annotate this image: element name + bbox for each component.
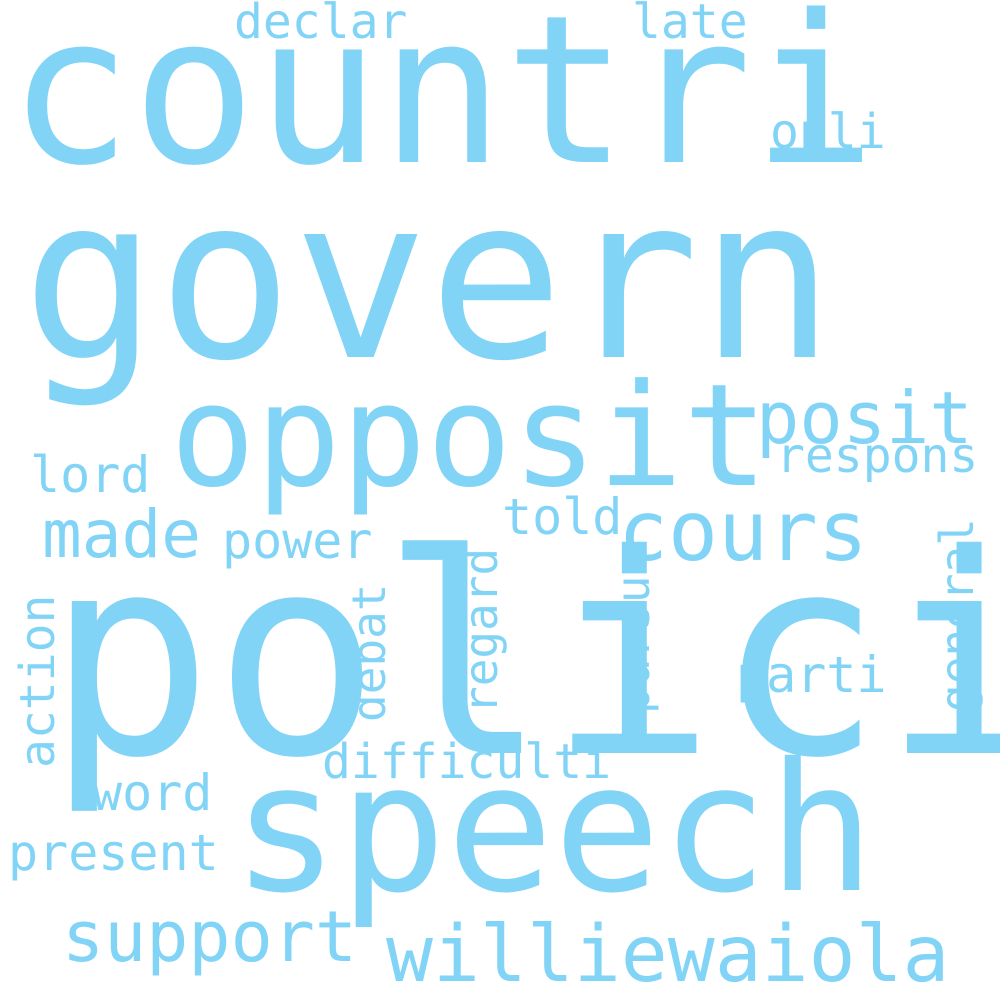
word-lord: lord xyxy=(30,446,151,504)
word-posit: posit xyxy=(756,376,973,460)
word-cours: cours xyxy=(618,483,868,580)
word-parti: parti xyxy=(736,646,887,704)
word-onli: onli xyxy=(770,104,886,160)
word-countri: countri xyxy=(8,0,877,211)
word-debat: debat xyxy=(342,583,396,722)
word-polici: polici xyxy=(46,495,1000,819)
word-power: power xyxy=(222,512,373,570)
word-opposit: opposit xyxy=(170,354,769,519)
word-made: made xyxy=(42,496,201,573)
word-word: word xyxy=(92,764,213,822)
word-support: support xyxy=(62,896,358,978)
word-declar: declar xyxy=(234,0,408,50)
word-speech: speech xyxy=(232,725,875,932)
word-told: told xyxy=(502,488,623,546)
word-difficulti: difficulti xyxy=(322,734,611,790)
word-late: late xyxy=(632,0,748,50)
word-williewaiola: williewaiola xyxy=(386,910,950,1000)
word-regard: regard xyxy=(454,547,508,714)
word-pursu: pursu xyxy=(606,575,660,714)
word-action: action xyxy=(10,594,66,768)
word-govern: govern xyxy=(22,149,835,411)
word-general: general xyxy=(930,518,984,712)
word-present: present xyxy=(8,824,219,882)
word-respons: respons xyxy=(776,428,979,484)
